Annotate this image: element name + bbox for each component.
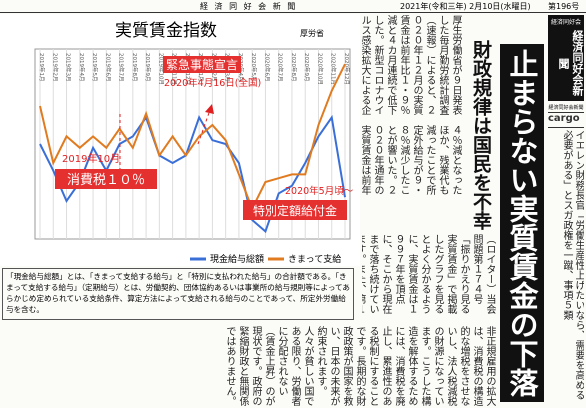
subheadline: 財政規律は国民を不幸にする (470, 40, 492, 230)
masthead-small: 経済同好会 (550, 19, 581, 26)
plot-frame (34, 48, 351, 240)
tax-date: 2019年10月 (62, 152, 120, 165)
header: 経 済 同 好 会 新 聞 2021年(令和三年) 2月10日(水曜日) 第19… (0, 0, 586, 13)
chart-bg (0, 14, 360, 266)
x-tick-label: 2020年7月 (277, 53, 285, 82)
x-tick-label: 2020年12月 (343, 53, 351, 85)
issue: 第196号 (548, 2, 580, 11)
x-tick-label: 2019年1月 (38, 53, 46, 82)
arrow (197, 109, 211, 145)
tax: 消費税１０％ (67, 173, 145, 188)
x-tick-label: 2019年5月 (91, 53, 99, 82)
x-tick-label: 2019年4月 (78, 53, 86, 82)
lead-text: 厚生労働省が９日発表した毎月勤労統計調査（速報）によると、２０２０年１２月の実質… (362, 15, 461, 115)
x-tick-label: 2020年5月 (250, 53, 258, 82)
chart: 実質賃金指数 厚労省 2019年1月 2019年2月 2019年3月 2019年4月 2… (0, 14, 360, 266)
legend-label: きまって支給 (288, 253, 341, 265)
benefit: 特別定額給付金 (253, 203, 337, 218)
x-tick-label: 2020年6月 (263, 53, 271, 82)
side-label: cargo (548, 112, 584, 128)
x-tick-label: 2019年2月 (51, 53, 59, 82)
lead-text-cont: ４％減となったほか、残業代も減ったことで所定外給与が９・８％減少したことが響いた… (362, 125, 461, 195)
emergency-box (163, 56, 241, 73)
x-tick-label: 2019年8月 (131, 53, 139, 82)
legend-label: 現金給与総額 (210, 253, 264, 265)
x-tick-label: 2019年7月 (118, 53, 126, 82)
chart-source: 厚労省 (300, 28, 324, 38)
x-tick-label: 2019年3月 (65, 53, 73, 82)
masthead: 経済同好会 経済同好会新聞 (548, 15, 584, 101)
series-line (39, 63, 346, 212)
benefit-date: 2020年5月頃〜 (285, 185, 354, 197)
x-tick-label: 2019年10月 (157, 53, 165, 85)
body-text-cont: 非正規雇用の拡大は、消費税の構造的な増税をさせないし、法人税減税の財源になってい… (224, 326, 495, 406)
arrow-head (205, 104, 214, 114)
x-tick-label: 2020年11月 (330, 53, 338, 85)
x-tick-label: 2019年6月 (104, 53, 112, 82)
emergency-date: 2020年4月16日(全国) (164, 77, 261, 89)
masthead-caption: 経済同好会新聞 (548, 105, 584, 111)
emergency: 緊急事態宣言 (166, 57, 238, 72)
body-text: （ロイター）当会問題第１７４号「振りかえり見る実質賃金」で掲載したグラフを見ると… (362, 234, 495, 314)
benefit-box (243, 200, 347, 220)
paper-name: 経 済 同 好 会 新 聞 (200, 2, 298, 11)
headline: 止まらない実質賃金の下落 (505, 49, 539, 397)
chart-note: 「現金給与総額」とは、「きまって支給する給与」と「特別に支払われた給与」の合計額… (2, 268, 354, 320)
headline-box: 止まらない実質賃金の下落 (500, 44, 544, 402)
x-tick-label: 2020年8月 (290, 53, 298, 82)
side-text: イエレン財務長官「労働生産性上げたいなら、需要を高める必要がある」とスガ政権を一… (561, 130, 584, 400)
chart-title: 実質賃金指数 (115, 21, 217, 41)
date: 2021年(令和三年) 2月10日(水曜日) (400, 2, 531, 11)
masthead-name: 経済同好会新聞 (557, 30, 584, 96)
tax-box (55, 169, 157, 189)
series-line (39, 114, 346, 234)
x-tick-label: 2020年9月 (303, 53, 311, 82)
x-tick-label: 2020年10月 (316, 53, 324, 85)
x-tick-label: 2019年9月 (144, 53, 152, 82)
plot: 2019年1月 2019年2月 2019年3月 2019年4月 2019年5月 2019年… (34, 48, 351, 265)
